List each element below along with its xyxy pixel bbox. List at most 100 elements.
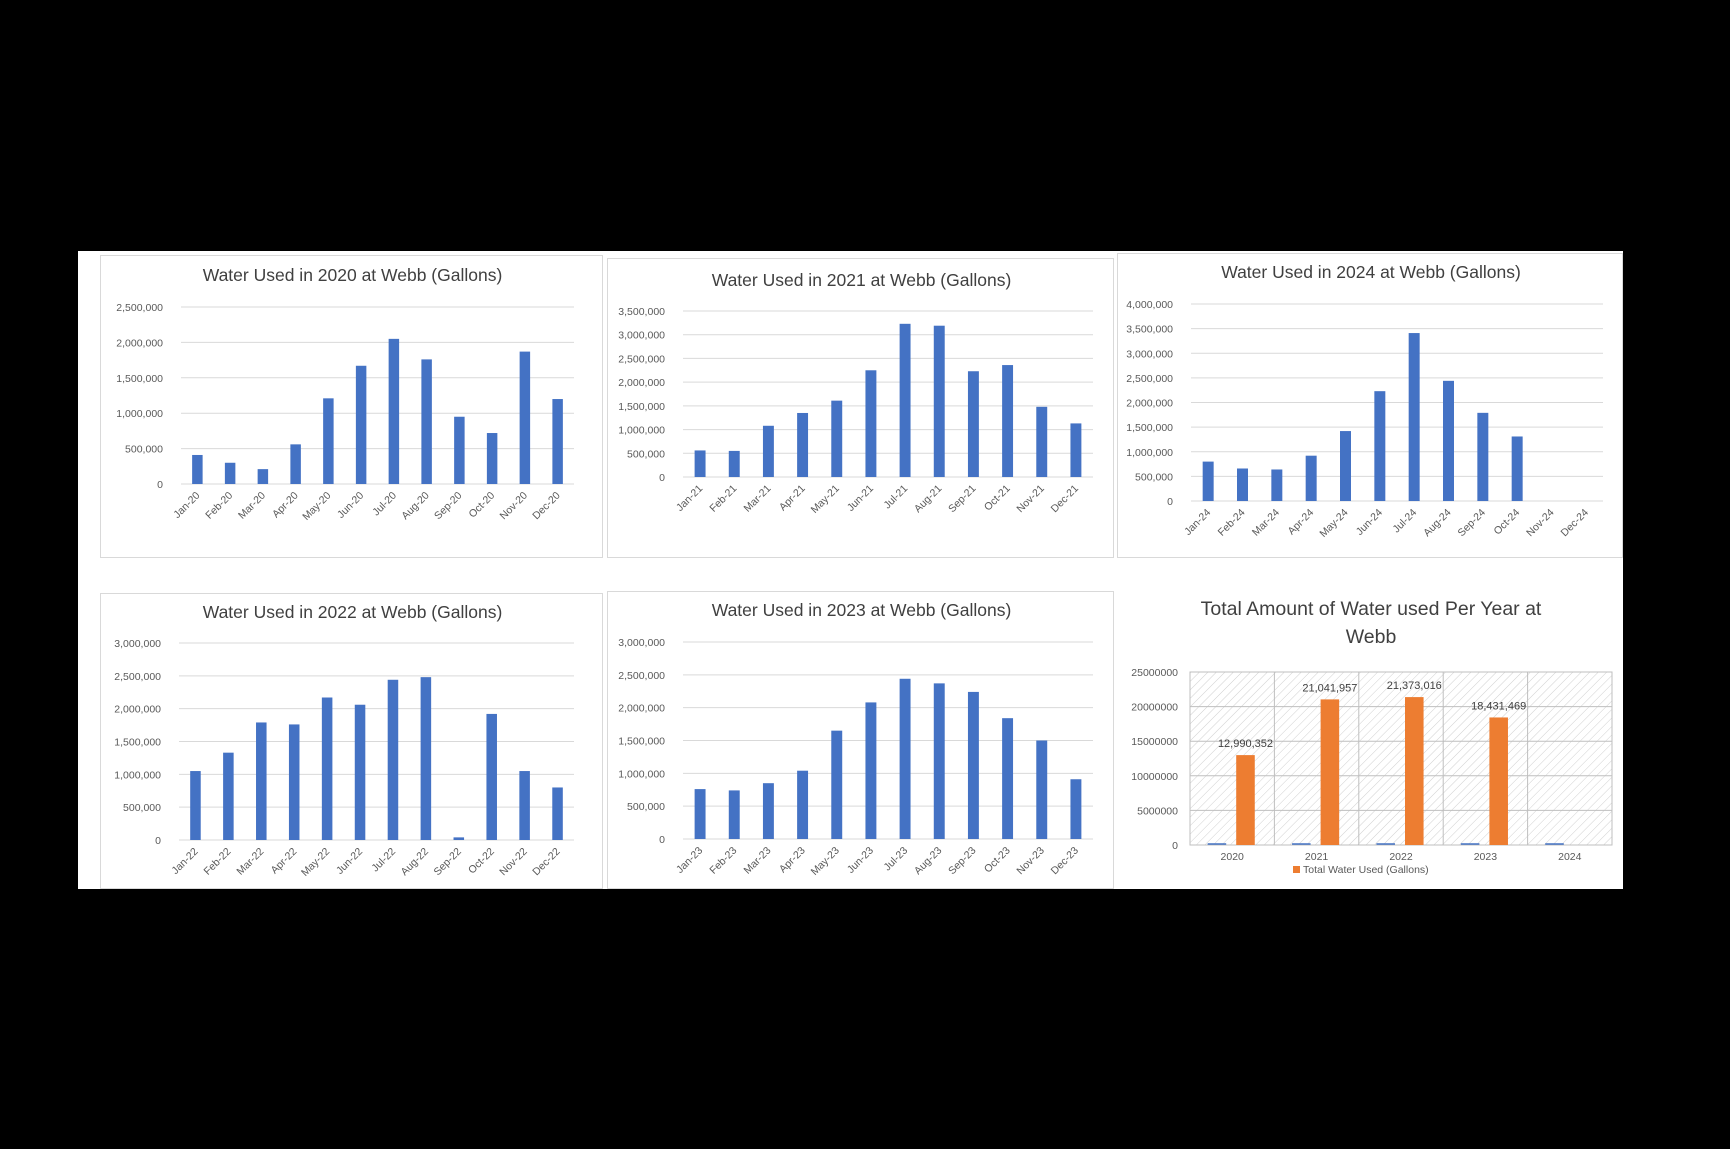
y-tick-label: 1,000,000: [114, 769, 161, 781]
x-tick-label: Feb-21: [707, 483, 739, 515]
x-tick-label: Apr-20: [270, 490, 301, 521]
bar: [486, 433, 498, 484]
bar: [865, 370, 877, 477]
bar: [1237, 468, 1248, 501]
bar: [1002, 365, 1014, 477]
chart-2024-svg: Water Used in 2024 at Webb (Gallons) 0 500…: [1126, 262, 1603, 540]
x-tick-label: Oct-21: [982, 483, 1013, 514]
x-tick-label: Jun-22: [334, 846, 365, 877]
x-tick-label: May-22: [299, 846, 332, 879]
y-tick-label: 10000000: [1131, 771, 1178, 783]
bar: [453, 837, 465, 840]
chart-title: Water Used in 2021 at Webb (Gallons): [712, 270, 1012, 290]
x-tick-label: Jul-23: [881, 845, 910, 874]
y-tick-label: 0: [1167, 496, 1173, 508]
bar: [933, 683, 945, 839]
bar: [192, 454, 203, 484]
bar: [355, 365, 367, 484]
bar: [967, 371, 979, 477]
y-tick-label: 4,000,000: [1126, 299, 1173, 311]
y-tick-label: 1,500,000: [116, 373, 163, 385]
y-tick-label: 20000000: [1131, 702, 1178, 714]
chart-2022-svg: Water Used in 2022 at Webb (Gallons) 0 500…: [114, 602, 574, 879]
bar: [1202, 461, 1214, 501]
x-tick-label: Sep-21: [946, 483, 979, 516]
y-tick-label: 3,000,000: [114, 638, 161, 650]
y-tick-label: 1,500,000: [1126, 422, 1173, 434]
bar: [454, 416, 465, 484]
y-tick-label: 1,000,000: [1126, 447, 1173, 459]
bar: [967, 691, 979, 839]
x-tick-label: Jun-20: [335, 490, 366, 521]
bar: [486, 713, 497, 840]
bar: [519, 351, 531, 484]
x-tick-label: Jan-22: [169, 846, 200, 877]
bar: [354, 704, 366, 840]
x-tick-label: Sep-20: [432, 490, 465, 523]
x-tick-label: Nov-22: [497, 846, 530, 879]
y-tick-label: 1,000,000: [116, 408, 163, 420]
data-label: 18,431,469: [1471, 700, 1526, 712]
bar: [1489, 717, 1508, 845]
chart-panel-area: Water Used in 2020 at Webb (Gallons) 0 500…: [78, 251, 1623, 889]
x-tick-label: Feb-20: [203, 490, 235, 522]
y-tick-label: 0: [155, 835, 161, 847]
bar: [694, 450, 706, 477]
chart-2021: Water Used in 2021 at Webb (Gallons) 0 500…: [607, 258, 1114, 558]
bar: [762, 425, 774, 477]
x-tick-label: Aug-22: [399, 846, 432, 879]
x-tick-label: Jan-20: [171, 490, 202, 521]
legend-swatch: [1293, 866, 1300, 873]
chart-title: Water Used in 2023 at Webb (Gallons): [712, 600, 1012, 620]
y-tick-label: 2,500,000: [114, 671, 161, 683]
x-tick-label: Oct-22: [466, 846, 497, 877]
bar: [552, 399, 563, 484]
chart-2021-svg: Water Used in 2021 at Webb (Gallons) 0 500…: [618, 270, 1093, 516]
bar: [1070, 779, 1082, 839]
x-tick-label: Oct-20: [466, 490, 497, 521]
x-tick-label: Dec-23: [1049, 845, 1082, 878]
bar: [387, 679, 399, 840]
bar: [323, 398, 334, 484]
bar: [321, 697, 333, 840]
bar: [694, 789, 706, 839]
x-tick-label: Dec-22: [530, 846, 563, 879]
x-tick-label: May-23: [809, 845, 842, 878]
x-tick-label: May-20: [300, 490, 333, 523]
chart-title: Water Used in 2024 at Webb (Gallons): [1221, 262, 1521, 282]
bar: [1408, 333, 1420, 501]
bar: [1236, 755, 1255, 845]
bar: [1443, 380, 1454, 501]
bar: [1374, 391, 1386, 501]
chart-title: Water Used in 2020 at Webb (Gallons): [203, 265, 503, 285]
y-tick-label: 1,500,000: [618, 736, 665, 748]
y-tick-label: 500,000: [1135, 471, 1173, 483]
x-tick-label: Feb-22: [201, 846, 233, 878]
y-tick-label: 2,500,000: [1126, 373, 1173, 385]
plot-area-background: [1189, 671, 1613, 846]
bar: [1477, 412, 1489, 501]
x-tick-label: 2020: [1221, 851, 1245, 863]
y-tick-label: 3,000,000: [1126, 348, 1173, 360]
bar: [728, 790, 740, 839]
x-tick-label: Sep-23: [946, 845, 979, 878]
x-tick-label: Sep-24: [1456, 507, 1489, 540]
x-tick-label: Apr-21: [777, 483, 808, 514]
x-tick-label: Feb-23: [707, 845, 739, 877]
chart-2020: Water Used in 2020 at Webb (Gallons) 0 500…: [100, 255, 603, 558]
y-tick-label: 25000000: [1131, 667, 1178, 679]
chart-2024: Water Used in 2024 at Webb (Gallons) 0 500…: [1117, 253, 1623, 558]
chart-total-svg: Total Amount of Water used Per Year at We…: [1131, 598, 1613, 876]
y-tick-label: 1,000,000: [618, 768, 665, 780]
bar: [762, 783, 774, 839]
x-tick-label: 2023: [1474, 851, 1498, 863]
chart-total: Total Amount of Water used Per Year at We…: [1117, 591, 1623, 889]
bar: [728, 450, 740, 477]
y-tick-label: 5000000: [1137, 805, 1178, 817]
bar: [1036, 406, 1048, 477]
x-tick-label: Mar-20: [236, 490, 268, 522]
chart-title: Water Used in 2022 at Webb (Gallons): [203, 602, 503, 622]
y-tick-label: 500,000: [627, 801, 665, 813]
x-tick-label: Apr-23: [777, 845, 808, 876]
x-tick-label: Sep-22: [431, 846, 464, 879]
